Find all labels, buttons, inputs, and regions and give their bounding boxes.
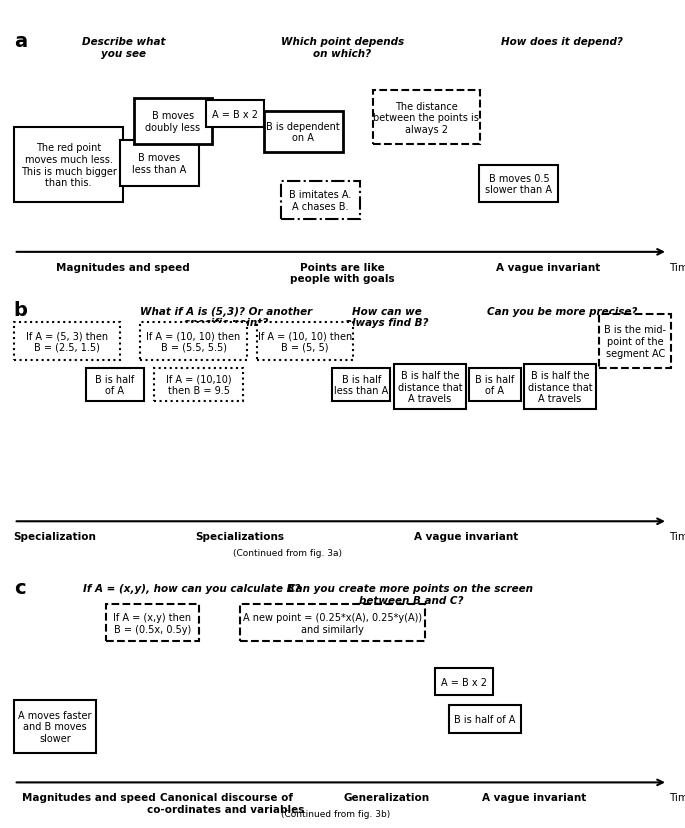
Text: B is half
of A: B is half of A xyxy=(95,374,134,396)
FancyBboxPatch shape xyxy=(140,323,247,360)
FancyBboxPatch shape xyxy=(134,99,212,145)
FancyBboxPatch shape xyxy=(154,368,243,402)
Text: If A = (10, 10) then
B = (5, 5): If A = (10, 10) then B = (5, 5) xyxy=(258,330,352,353)
Text: B is half
of A: B is half of A xyxy=(475,374,514,396)
Text: Time: Time xyxy=(669,262,685,272)
Text: B moves
doubly less: B moves doubly less xyxy=(145,111,201,133)
FancyBboxPatch shape xyxy=(373,91,480,145)
Text: B moves 0.5
slower than A: B moves 0.5 slower than A xyxy=(486,173,552,195)
Text: How can we
always find B?: How can we always find B? xyxy=(345,306,429,328)
Text: B is half the
distance that
A travels: B is half the distance that A travels xyxy=(527,370,593,404)
Text: b: b xyxy=(14,301,27,320)
Text: B is the mid-
point of the
segment AC: B is the mid- point of the segment AC xyxy=(604,325,667,359)
Text: B is dependent
on A: B is dependent on A xyxy=(266,122,340,143)
FancyBboxPatch shape xyxy=(14,128,123,203)
FancyBboxPatch shape xyxy=(479,166,558,203)
Text: Which point depends
on which?: Which point depends on which? xyxy=(281,37,404,59)
FancyBboxPatch shape xyxy=(120,141,199,186)
Text: B is half the
distance that
A travels: B is half the distance that A travels xyxy=(397,370,462,404)
FancyBboxPatch shape xyxy=(240,604,425,642)
Text: A vague invariant: A vague invariant xyxy=(414,532,518,542)
Text: The distance
between the points is
always 2: The distance between the points is alway… xyxy=(373,101,480,135)
Text: What if A is (5,3)? Or another
specific point?: What if A is (5,3)? Or another specific … xyxy=(140,306,312,328)
FancyBboxPatch shape xyxy=(394,364,466,410)
Text: A moves faster
and B moves
slower: A moves faster and B moves slower xyxy=(18,710,92,744)
Text: c: c xyxy=(14,578,25,597)
FancyBboxPatch shape xyxy=(435,668,493,696)
Text: B imitates A.
A chases B.: B imitates A. A chases B. xyxy=(289,190,351,212)
Text: B is half of A: B is half of A xyxy=(454,714,515,724)
FancyBboxPatch shape xyxy=(86,368,144,402)
Text: Specialization: Specialization xyxy=(14,532,96,542)
Text: Describe what
you see: Describe what you see xyxy=(82,37,165,59)
FancyBboxPatch shape xyxy=(206,101,264,128)
Text: Generalization: Generalization xyxy=(344,792,430,802)
Text: Canonical discourse of
co-ordinates and variables: Canonical discourse of co-ordinates and … xyxy=(147,792,305,814)
Text: If A = (x,y) then
B = (0.5x, 0.5y): If A = (x,y) then B = (0.5x, 0.5y) xyxy=(113,612,192,634)
Text: Can you be more precise?: Can you be more precise? xyxy=(486,306,637,316)
Text: Can you create more points on the screen
between B and C?: Can you create more points on the screen… xyxy=(288,584,534,605)
Text: B is half
less than A: B is half less than A xyxy=(334,374,388,396)
Text: B moves
less than A: B moves less than A xyxy=(132,152,186,175)
Text: Specializations: Specializations xyxy=(195,532,284,542)
Text: Magnitudes and speed: Magnitudes and speed xyxy=(56,262,190,272)
Text: A = B x 2: A = B x 2 xyxy=(212,109,258,120)
Text: If A = (5, 3) then
B = (2.5, 1.5): If A = (5, 3) then B = (2.5, 1.5) xyxy=(26,330,108,353)
FancyBboxPatch shape xyxy=(281,182,360,219)
FancyBboxPatch shape xyxy=(257,323,353,360)
Text: (Continued from fig. 3a): (Continued from fig. 3a) xyxy=(233,548,342,557)
FancyBboxPatch shape xyxy=(14,323,120,360)
Text: A new point = (0.25*x(A), 0.25*y(A))
and similarly: A new point = (0.25*x(A), 0.25*y(A)) and… xyxy=(242,612,422,634)
Text: A = B x 2: A = B x 2 xyxy=(441,676,487,687)
Text: (Continued from fig. 3b): (Continued from fig. 3b) xyxy=(281,809,390,818)
FancyBboxPatch shape xyxy=(264,112,342,153)
Text: The red point
moves much less.
This is much bigger
than this.: The red point moves much less. This is m… xyxy=(21,143,116,188)
FancyBboxPatch shape xyxy=(469,368,521,402)
Text: Time: Time xyxy=(669,532,685,542)
FancyBboxPatch shape xyxy=(599,315,671,368)
FancyBboxPatch shape xyxy=(449,705,521,733)
FancyBboxPatch shape xyxy=(14,700,96,753)
FancyBboxPatch shape xyxy=(524,364,596,410)
Text: Time: Time xyxy=(669,792,685,802)
Text: If A = (x,y), how can you calculate B?: If A = (x,y), how can you calculate B? xyxy=(83,584,301,594)
Text: Points are like
people with goals: Points are like people with goals xyxy=(290,262,395,284)
Text: a: a xyxy=(14,31,27,51)
Text: A vague invariant: A vague invariant xyxy=(482,792,586,802)
Text: If A = (10,10)
then B = 9.5: If A = (10,10) then B = 9.5 xyxy=(166,374,232,396)
Text: Magnitudes and speed: Magnitudes and speed xyxy=(22,792,156,802)
FancyBboxPatch shape xyxy=(106,604,199,642)
Text: A vague invariant: A vague invariant xyxy=(496,262,600,272)
Text: If A = (10, 10) then
B = (5.5, 5.5): If A = (10, 10) then B = (5.5, 5.5) xyxy=(147,330,240,353)
FancyBboxPatch shape xyxy=(332,368,390,402)
Text: How does it depend?: How does it depend? xyxy=(501,37,623,47)
